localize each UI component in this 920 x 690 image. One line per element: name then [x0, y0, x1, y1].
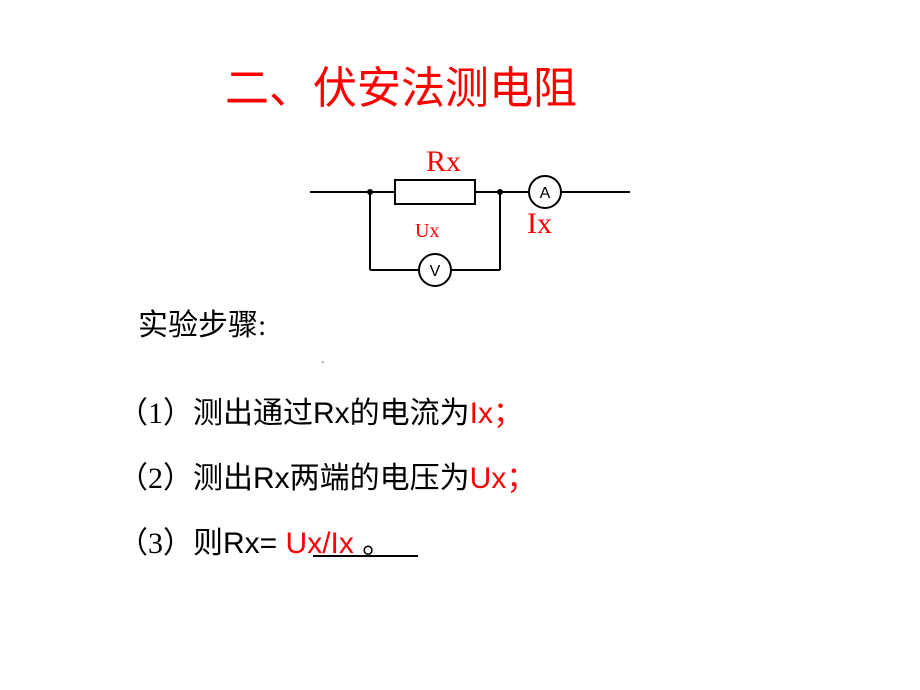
step1-rx: Rx: [313, 397, 350, 430]
step2-ux: Ux: [470, 462, 507, 495]
step3-prefix: （3）则: [118, 527, 223, 560]
voltmeter-label: V: [430, 263, 441, 280]
step2-suffix: ；: [506, 462, 536, 495]
circuit-svg: A V: [310, 150, 670, 315]
ux-label: Ux: [415, 220, 439, 243]
step1-suffix: ；: [493, 397, 523, 430]
step2-mid: 两端的电压为: [290, 462, 470, 495]
step2-rx: Rx: [253, 462, 290, 495]
ammeter-label: A: [540, 185, 551, 202]
step2-prefix: （2）测出: [118, 462, 253, 495]
rx-label: Rx: [426, 145, 461, 179]
step-1: （1）测出通过Rx的电流为Ix；: [118, 388, 523, 432]
steps-label: 实验步骤:: [138, 300, 266, 344]
step1-ix: Ix: [470, 397, 493, 430]
circuit-diagram: A V Rx Ix Ux: [310, 150, 670, 315]
step1-prefix: （1）测出通过: [118, 397, 313, 430]
title-text: 二、伏安法测电阻: [225, 64, 577, 113]
ix-label: Ix: [527, 207, 552, 241]
small-dot: .: [321, 352, 325, 368]
formula-underline: [313, 555, 418, 557]
step3-eq: =: [260, 527, 278, 560]
step1-mid: 的电流为: [350, 397, 470, 430]
step3-rx: Rx: [223, 527, 260, 560]
page-title: 二、伏安法测电阻: [225, 52, 577, 116]
step-2: （2）测出Rx两端的电压为Ux；: [118, 453, 536, 497]
